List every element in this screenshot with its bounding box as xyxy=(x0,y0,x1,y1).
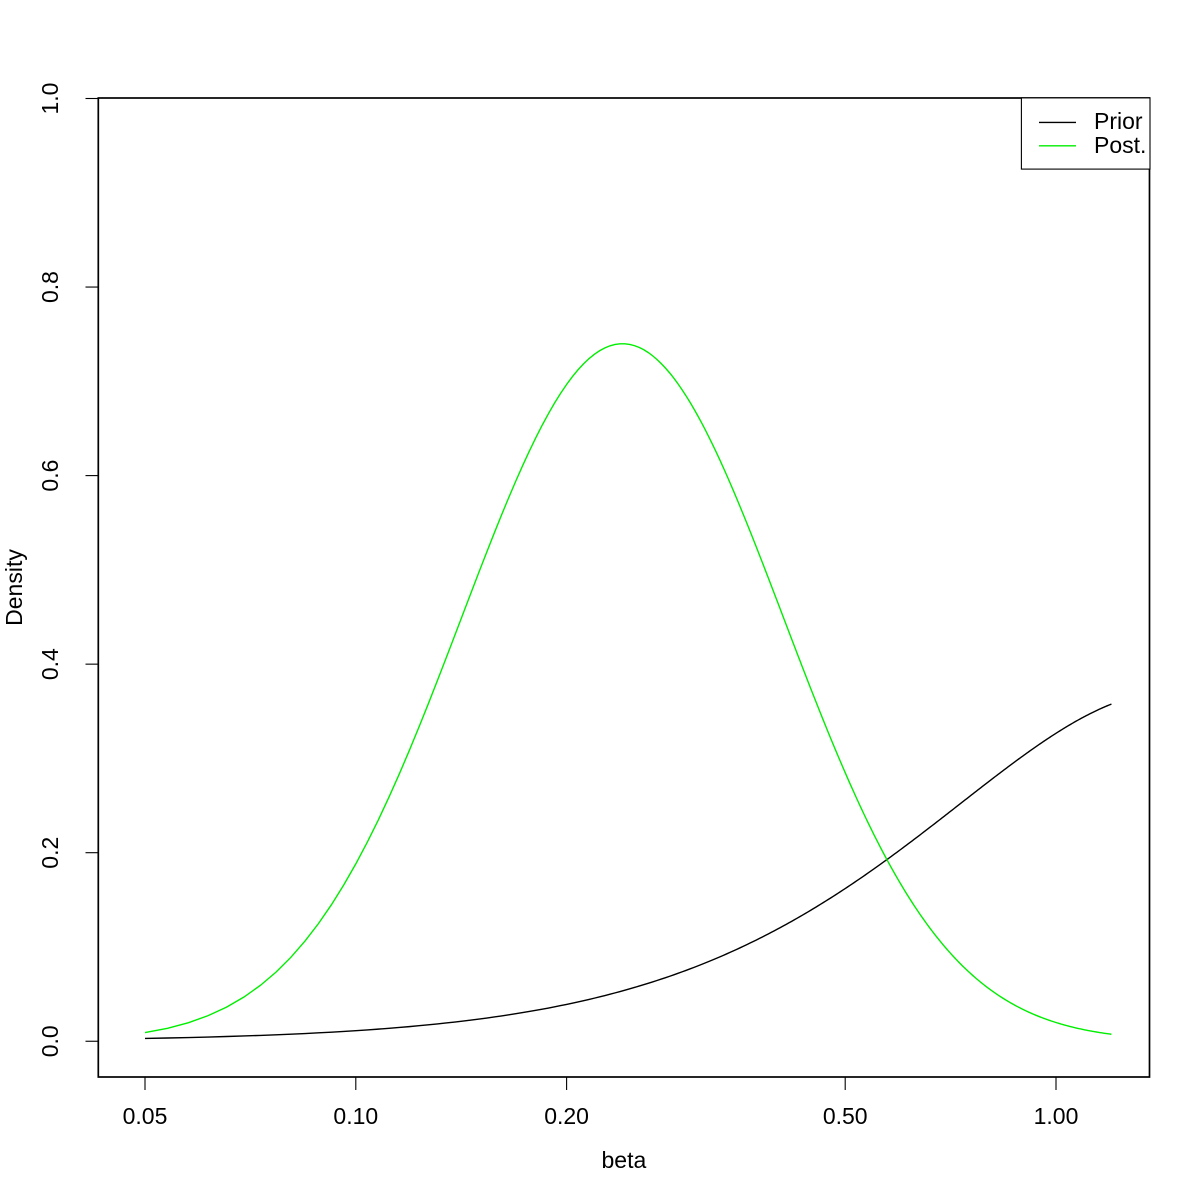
svg-text:1.0: 1.0 xyxy=(37,83,63,115)
svg-text:0.0: 0.0 xyxy=(37,1025,63,1057)
svg-text:0.05: 0.05 xyxy=(123,1103,168,1129)
svg-text:Density: Density xyxy=(1,549,27,626)
svg-text:0.4: 0.4 xyxy=(37,648,63,680)
svg-text:Prior: Prior xyxy=(1094,108,1143,134)
svg-text:0.2: 0.2 xyxy=(37,837,63,869)
svg-text:0.6: 0.6 xyxy=(37,460,63,492)
svg-text:0.20: 0.20 xyxy=(544,1103,589,1129)
svg-text:0.50: 0.50 xyxy=(823,1103,868,1129)
svg-text:1.00: 1.00 xyxy=(1034,1103,1079,1129)
svg-text:0.10: 0.10 xyxy=(333,1103,378,1129)
svg-text:beta: beta xyxy=(602,1147,647,1173)
svg-text:0.8: 0.8 xyxy=(37,271,63,303)
svg-text:Post.: Post. xyxy=(1094,132,1146,158)
